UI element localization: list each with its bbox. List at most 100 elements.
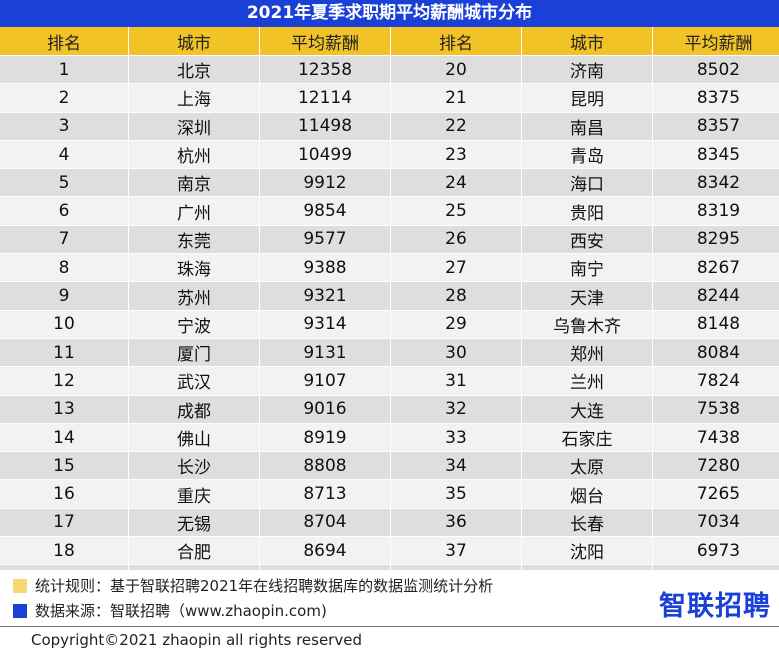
city-cell-right: 兰州: [521, 366, 653, 396]
header-city-left: 城市: [128, 27, 260, 56]
city-cell-right: 大连: [521, 394, 653, 424]
rank-cell-left: 8: [0, 253, 129, 282]
city-cell-right: 沈阳: [521, 536, 653, 565]
footer-divider: [0, 626, 779, 627]
salary-cell-left: 12114: [259, 83, 391, 113]
rule-text: 统计规则：基于智联招聘2021年在线招聘数据库的数据监测统计分析: [35, 577, 494, 595]
rank-cell-left: 9: [0, 281, 129, 311]
salary-cell-right: 8267: [652, 253, 779, 282]
source-legend-square: [13, 604, 27, 618]
salary-cell-right: 8084: [652, 337, 779, 367]
rank-cell-right: 32: [390, 394, 522, 424]
city-cell-left: 宁波: [128, 309, 260, 339]
table-row: 14 佛山 8919 33 石家庄 7438: [0, 422, 779, 452]
salary-cell-right: 6973: [652, 536, 779, 565]
table-row: 5 南京 9912 24 海口 8342: [0, 168, 779, 197]
salary-cell-right: 8342: [652, 168, 779, 197]
salary-cell-right: 8244: [652, 281, 779, 311]
salary-cell-right: 8357: [652, 111, 779, 141]
rank-cell-left: 13: [0, 394, 129, 424]
table-body: 1 北京 12358 20 济南 8502 2 上海 12114 21 昆明 8375 3 深圳 11498…: [0, 54, 779, 593]
salary-cell-left: 9131: [259, 337, 391, 367]
rank-cell-left: 7: [0, 224, 129, 254]
rank-cell-left: 17: [0, 507, 129, 537]
rank-cell-right: 34: [390, 451, 522, 480]
rank-cell-left: 15: [0, 451, 129, 480]
city-cell-left: 深圳: [128, 111, 260, 141]
table-row: 2 上海 12114 21 昆明 8375: [0, 83, 779, 113]
city-cell-right: 石家庄: [521, 422, 653, 452]
rank-cell-right: 30: [390, 337, 522, 367]
rank-cell-left: 4: [0, 139, 129, 169]
rank-cell-left: 16: [0, 479, 129, 509]
city-cell-right: 乌鲁木齐: [521, 309, 653, 339]
rank-cell-left: 5: [0, 168, 129, 197]
rank-cell-right: 24: [390, 168, 522, 197]
city-cell-left: 重庆: [128, 479, 260, 509]
salary-cell-right: 8502: [652, 54, 779, 84]
table-row: 4 杭州 10499 23 青岛 8345: [0, 139, 779, 169]
salary-cell-right: 8295: [652, 224, 779, 254]
salary-cell-right: 7265: [652, 479, 779, 509]
city-cell-right: 天津: [521, 281, 653, 311]
rank-cell-right: 23: [390, 139, 522, 169]
city-cell-right: 南宁: [521, 253, 653, 282]
rank-cell-left: 14: [0, 422, 129, 452]
rank-cell-right: 28: [390, 281, 522, 311]
city-cell-right: 济南: [521, 54, 653, 84]
salary-cell-left: 8694: [259, 536, 391, 565]
salary-cell-right: 7034: [652, 507, 779, 537]
city-cell-left: 武汉: [128, 366, 260, 396]
city-cell-right: 西安: [521, 224, 653, 254]
city-cell-left: 上海: [128, 83, 260, 113]
salary-cell-right: 7824: [652, 366, 779, 396]
salary-cell-left: 8808: [259, 451, 391, 480]
table-row: 17 无锡 8704 36 长春 7034: [0, 507, 779, 537]
city-cell-left: 合肥: [128, 536, 260, 565]
rank-cell-left: 12: [0, 366, 129, 396]
rank-cell-right: 27: [390, 253, 522, 282]
rank-cell-right: 26: [390, 224, 522, 254]
table-row: 12 武汉 9107 31 兰州 7824: [0, 366, 779, 396]
city-cell-left: 北京: [128, 54, 260, 84]
city-cell-left: 东莞: [128, 224, 260, 254]
salary-cell-left: 9314: [259, 309, 391, 339]
header-salary-right: 平均薪酬: [652, 27, 779, 56]
table-row: 11 厦门 9131 30 郑州 8084: [0, 337, 779, 367]
city-cell-right: 郑州: [521, 337, 653, 367]
city-cell-right: 海口: [521, 168, 653, 197]
salary-cell-left: 9388: [259, 253, 391, 282]
salary-cell-left: 9016: [259, 394, 391, 424]
rank-cell-left: 18: [0, 536, 129, 565]
city-cell-left: 杭州: [128, 139, 260, 169]
rank-cell-left: 10: [0, 309, 129, 339]
header-rank-right: 排名: [390, 27, 522, 56]
city-cell-left: 无锡: [128, 507, 260, 537]
rank-cell-right: 25: [390, 196, 522, 226]
city-cell-left: 佛山: [128, 422, 260, 452]
rule-legend-square: [13, 579, 27, 593]
rank-cell-right: 20: [390, 54, 522, 84]
rank-cell-right: 21: [390, 83, 522, 113]
salary-cell-left: 12358: [259, 54, 391, 84]
table-header-row: 排名 城市 平均薪酬 排名 城市 平均薪酬: [0, 27, 779, 56]
salary-cell-right: 8319: [652, 196, 779, 226]
table-row: 13 成都 9016 32 大连 7538: [0, 394, 779, 424]
salary-cell-left: 9854: [259, 196, 391, 226]
rank-cell-right: 22: [390, 111, 522, 141]
rank-cell-right: 33: [390, 422, 522, 452]
city-cell-left: 珠海: [128, 253, 260, 282]
copyright-text: Copyright©2021 zhaopin all rights reserv…: [31, 631, 362, 649]
table-row: 9 苏州 9321 28 天津 8244: [0, 281, 779, 311]
salary-table: 排名 城市 平均薪酬 排名 城市 平均薪酬 1 北京 12358 20 济南 8502 2 上…: [0, 27, 779, 593]
rank-cell-right: 36: [390, 507, 522, 537]
rank-cell-right: 31: [390, 366, 522, 396]
salary-cell-left: 9912: [259, 168, 391, 197]
city-cell-right: 昆明: [521, 83, 653, 113]
salary-cell-right: 8345: [652, 139, 779, 169]
rank-cell-left: 11: [0, 337, 129, 367]
salary-cell-left: 10499: [259, 139, 391, 169]
rank-cell-right: 29: [390, 309, 522, 339]
salary-cell-left: 9577: [259, 224, 391, 254]
city-cell-right: 长春: [521, 507, 653, 537]
